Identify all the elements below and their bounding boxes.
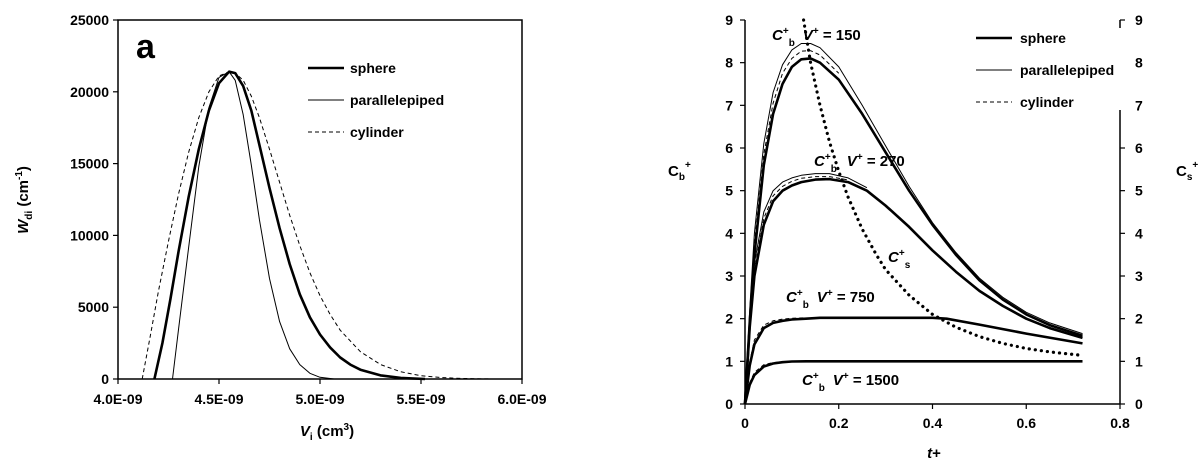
panel-b-legend: sphere parallelepiped cylinder xyxy=(968,28,1126,110)
legend-a-sphere-label: sphere xyxy=(350,60,396,76)
a-x-tick-label: 5.5E-09 xyxy=(396,391,445,407)
b-right-tick-label: 1 xyxy=(1135,353,1143,369)
annotation-v1500: C+b V+ = 1500 xyxy=(802,371,899,394)
a-y-tick-label: 15000 xyxy=(70,156,109,172)
b-series-7 xyxy=(744,317,806,405)
a-y-tick-label: 0 xyxy=(101,371,109,387)
b-series-3 xyxy=(743,177,1083,405)
b-y-tick-label: 2 xyxy=(725,311,733,327)
b-y-tick-label: 1 xyxy=(725,353,733,369)
b-right-tick-label: 8 xyxy=(1135,55,1143,71)
a-series-sphere xyxy=(153,70,426,381)
b-x-tick-label: 0.6 xyxy=(1017,415,1037,431)
a-y-tick-label: 5000 xyxy=(78,299,109,315)
b-series-9 xyxy=(744,360,792,405)
b-series-1 xyxy=(744,43,1083,405)
panel-b-x-axis-label: t+ xyxy=(927,445,941,462)
b-y-tick-label: 4 xyxy=(725,225,733,241)
b-right-tick-label: 6 xyxy=(1135,140,1143,156)
b-y-tick-label: 9 xyxy=(725,12,733,28)
b-series-4 xyxy=(744,173,868,405)
panel-b-right-y-ticks: 0 1 2 3 4 5 6 7 8 9 xyxy=(1120,12,1143,412)
panel-b-left-y-axis-label: Cb+ xyxy=(668,160,691,183)
b-right-tick-label: 0 xyxy=(1135,396,1143,412)
b-series-2 xyxy=(744,50,840,405)
panel-a-series xyxy=(141,70,502,381)
annotation-v750: C+b V+ = 750 xyxy=(786,288,875,311)
panel-a-legend: sphere parallelepiped cylinder xyxy=(308,60,444,140)
panel-a: 4.0E-09 4.5E-09 5.0E-09 5.5E-09 6.0E-09 0 500… xyxy=(14,12,547,443)
b-y-tick-label: 5 xyxy=(725,183,733,199)
b-y-tick-label: 6 xyxy=(725,140,733,156)
panel-b-series xyxy=(743,18,1085,405)
annotation-v270: C+b V+ = 270 xyxy=(814,152,905,175)
a-y-tick-label: 25000 xyxy=(70,12,109,28)
a-x-tick-label: 6.0E-09 xyxy=(497,391,546,407)
legend-b-cylinder-label: cylinder xyxy=(1020,94,1074,110)
annotation-cs: C+s xyxy=(888,248,911,271)
a-x-tick-label: 4.0E-09 xyxy=(93,391,142,407)
legend-a-cylinder-label: cylinder xyxy=(350,124,404,140)
a-x-tick-label: 4.5E-09 xyxy=(194,391,243,407)
b-series-10 xyxy=(801,18,1085,357)
a-y-tick-label: 10000 xyxy=(70,227,109,243)
b-series-8 xyxy=(743,359,1083,405)
annotation-v150: C+b V+ = 150 xyxy=(772,26,861,49)
panel-b-legend-bg xyxy=(968,28,1126,110)
legend-b-sphere-label: sphere xyxy=(1020,30,1066,46)
panel-b-x-ticks: 0 0.2 0.4 0.6 0.8 xyxy=(741,404,1130,431)
b-x-tick-label: 0.4 xyxy=(923,415,943,431)
b-series-5 xyxy=(744,176,849,405)
a-series-parallelepiped xyxy=(172,71,335,380)
b-y-tick-label: 3 xyxy=(725,268,733,284)
legend-a-parallelepiped-label: parallelepiped xyxy=(350,92,444,108)
b-right-tick-label: 4 xyxy=(1135,225,1143,241)
b-y-tick-label: 8 xyxy=(725,55,733,71)
legend-b-parallelepiped-label: parallelepiped xyxy=(1020,62,1114,78)
a-series-cylinder xyxy=(141,71,502,380)
b-x-tick-label: 0.2 xyxy=(829,415,849,431)
panel-a-y-axis-label: Wdi (cm-1) xyxy=(14,166,35,234)
panel-a-x-ticks: 4.0E-09 4.5E-09 5.0E-09 5.5E-09 6.0E-09 xyxy=(93,379,547,407)
panel-b-y-ticks: 0 1 2 3 4 5 6 7 8 9 xyxy=(725,12,745,412)
panel-a-label: a xyxy=(136,28,156,66)
b-right-tick-label: 5 xyxy=(1135,183,1143,199)
a-x-tick-label: 5.0E-09 xyxy=(295,391,344,407)
a-y-tick-label: 20000 xyxy=(70,84,109,100)
b-right-tick-label: 3 xyxy=(1135,268,1143,284)
b-series-6 xyxy=(743,316,1083,405)
panel-a-x-axis-label: Vi (cm3) xyxy=(300,422,354,443)
b-series-0 xyxy=(743,57,1083,405)
b-right-tick-label: 7 xyxy=(1135,97,1143,113)
panel-b-right-y-axis-label: Cs+ xyxy=(1176,160,1198,183)
b-y-tick-label: 0 xyxy=(725,396,733,412)
b-right-tick-label: 9 xyxy=(1135,12,1143,28)
b-x-tick-label: 0.8 xyxy=(1110,415,1130,431)
b-y-tick-label: 7 xyxy=(725,97,733,113)
b-x-tick-label: 0 xyxy=(741,415,749,431)
b-right-tick-label: 2 xyxy=(1135,311,1143,327)
panel-a-y-ticks: 0 5000 10000 15000 20000 25000 xyxy=(70,12,118,387)
